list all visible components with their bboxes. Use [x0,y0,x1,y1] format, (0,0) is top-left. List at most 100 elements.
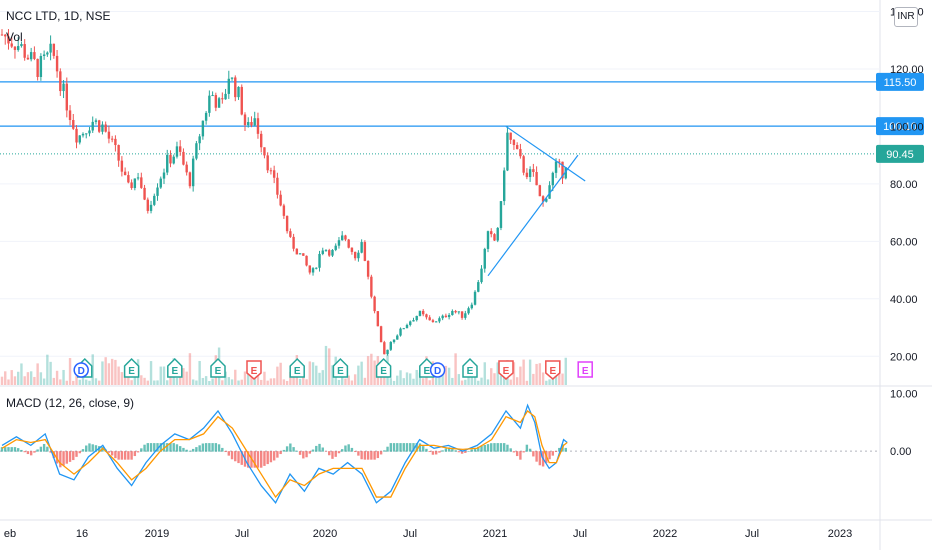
y-tick-label: 40.00 [890,294,918,306]
candle-body [33,52,36,59]
volume-bar [522,359,525,385]
candle-body [17,46,20,50]
candle-body [156,187,159,196]
volume-bar [133,376,137,385]
earnings-icon [462,357,478,378]
macd-histogram-bar [117,451,120,460]
candle-body [230,77,234,79]
volume-bar [318,372,321,385]
candle-body [538,185,542,197]
candlesticks [0,29,567,356]
volume-bar [59,379,62,385]
volume-bar [117,366,120,385]
candle-body [366,260,370,277]
volume-bar [114,359,117,385]
candle-body [221,98,224,100]
volume-bar [285,380,289,385]
x-tick-label: 2019 [145,528,169,540]
macd-histogram-bar [140,448,143,452]
volume-bar [564,357,567,385]
volume-bar [548,379,551,385]
macd-histogram-bar [42,443,46,452]
macd-histogram-bar [324,451,328,452]
macd-histogram-bar [13,447,17,452]
macd-histogram-bar [415,443,418,452]
volume-bar [120,372,124,385]
macd-histogram-bar [123,451,127,460]
candle-body [357,252,360,259]
volume-bar [201,377,205,385]
macd-histogram-bar [506,444,509,452]
volume-bar [68,358,72,385]
macd-histogram-bar [221,447,224,452]
volume-bar [324,345,328,385]
macd-histogram-bar [402,443,405,452]
candle-body [289,231,292,237]
candle-body [114,138,117,146]
candle-body [29,52,33,60]
volume-bar [496,362,499,385]
macd-histogram-bar [305,451,308,458]
volume-bar [198,360,201,385]
candle-body [59,71,62,92]
macd-histogram-bar [434,451,438,455]
x-tick-label: Jul [403,528,417,540]
macd-histogram-bar [334,451,337,457]
currency-button[interactable]: INR [894,7,918,27]
candle-body [447,315,451,318]
volume-bar [311,362,315,385]
macd-histogram-bar [230,451,234,460]
volume-bar [29,371,33,385]
volume-bar [331,365,334,385]
macd-histogram-bar [509,448,512,452]
candle-body [55,55,59,72]
candle-body [88,130,91,134]
volume-bar [373,360,376,385]
macd-histogram-bar [370,451,373,460]
macd-histogram-bar [17,448,20,452]
x-tick-label: Jul [573,528,587,540]
earnings-icon-letter: E [423,366,430,377]
candle-body [512,139,516,146]
volume-bar [305,379,308,385]
volume-bar [486,379,490,385]
candle-body [42,54,46,56]
macd-histogram-bar [496,443,499,452]
candle-body [376,311,380,327]
volume-bar [402,378,405,385]
volume-bar [143,377,146,385]
macd-histogram-bar [94,445,98,452]
macd-histogram-bar [10,447,13,452]
candle-body [68,110,72,120]
candle-body [279,194,282,206]
volume-bar [256,375,260,385]
macd-histogram-bar [376,451,380,459]
macd-histogram-bar [272,451,276,461]
volume-bar [162,366,166,385]
candle-body [483,248,486,269]
volume-bar [182,368,185,385]
level-price-tag [876,72,924,91]
macd-histogram-bar [75,451,78,457]
candle-body [503,170,506,202]
macd-histogram-bar [383,450,386,452]
candle-body [334,245,337,250]
volume-bar [490,368,493,385]
candle-body [195,143,198,159]
candle-body [412,320,415,322]
macd-histogram-bar [263,451,266,466]
y-tick-label: 120.00 [890,64,924,76]
macd-histogram-bar [551,451,554,456]
macd-histogram-bar [159,443,162,452]
trend-line [487,154,579,277]
candle-body [91,121,94,131]
macd-histogram-bar [328,451,331,456]
volume-bar [260,379,263,385]
candle-body [331,249,334,256]
candle-body [4,34,7,37]
macd-histogram-bar [392,443,396,452]
macd-histogram-bar [247,451,250,468]
macd-histogram-bar [399,443,402,452]
